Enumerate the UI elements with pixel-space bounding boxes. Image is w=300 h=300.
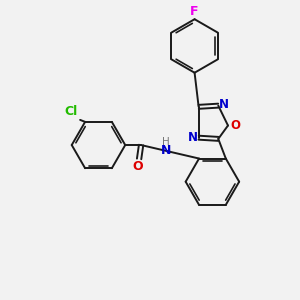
Text: N: N: [161, 144, 171, 157]
Text: N: N: [188, 131, 198, 144]
Text: O: O: [230, 119, 240, 132]
Text: H: H: [162, 137, 170, 147]
Text: Cl: Cl: [64, 106, 78, 118]
Text: O: O: [133, 160, 143, 173]
Text: N: N: [219, 98, 229, 111]
Text: F: F: [190, 5, 199, 18]
